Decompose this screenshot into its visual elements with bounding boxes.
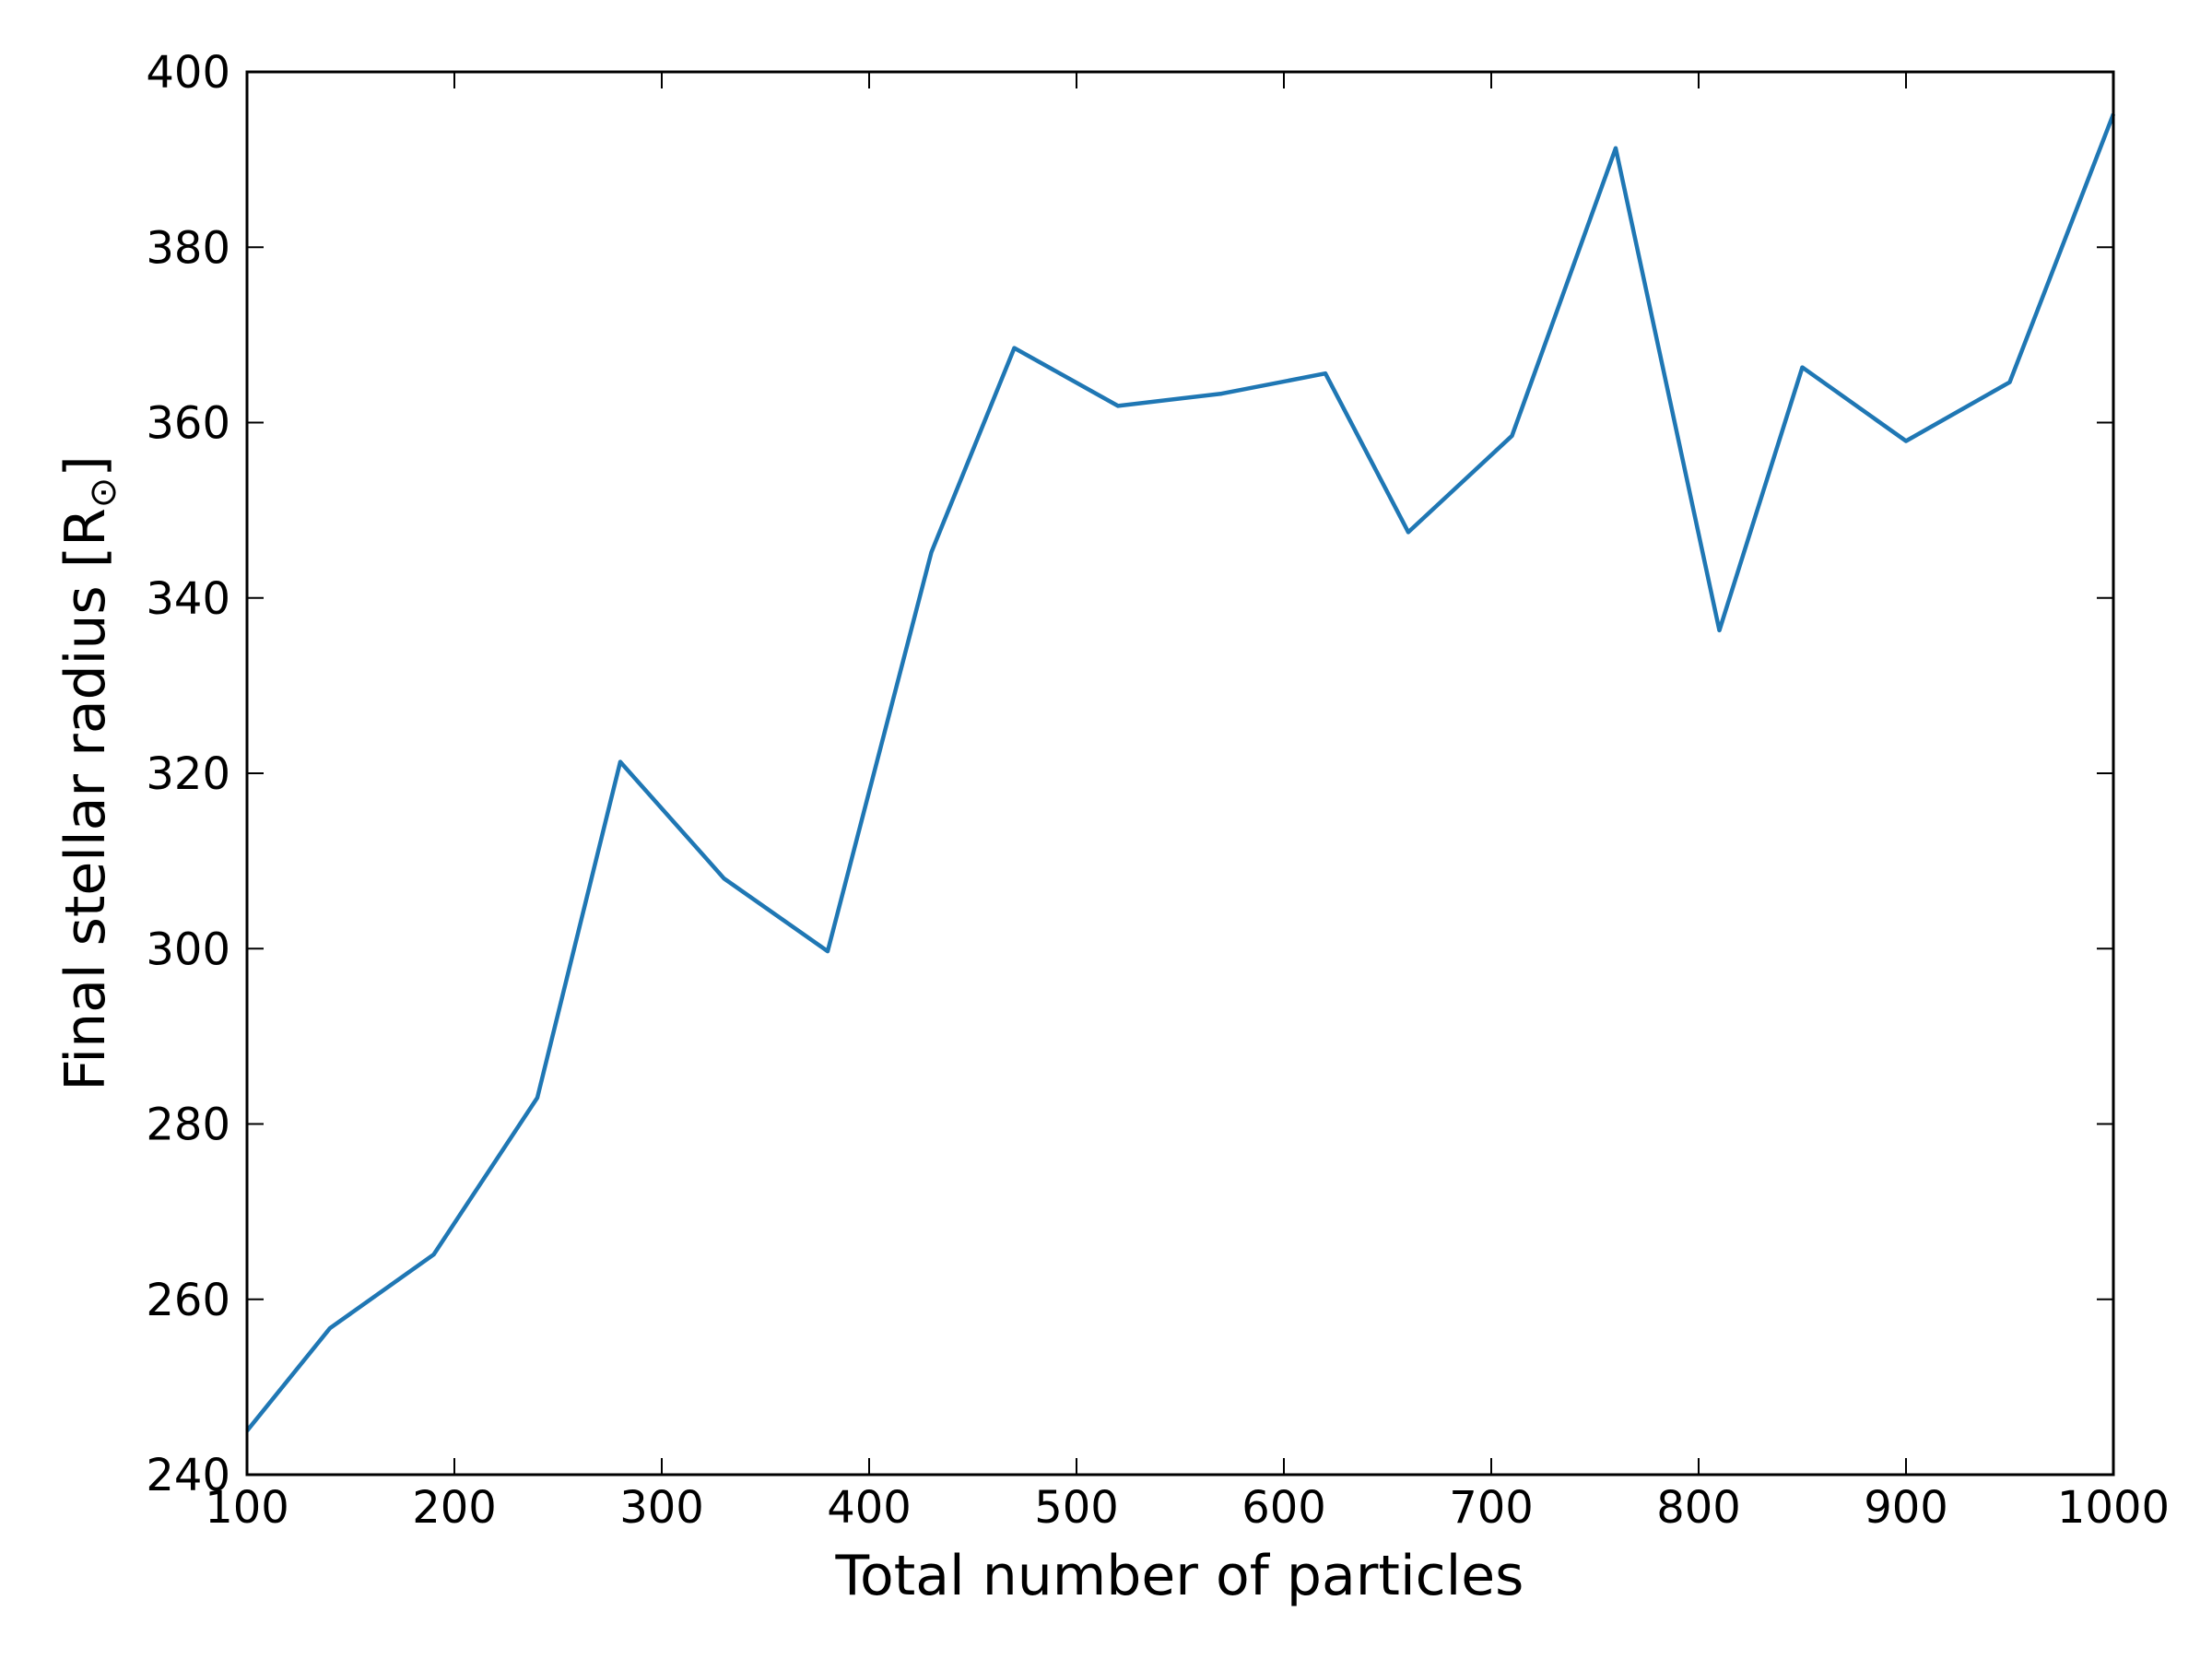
y-axis-title: Final stellar radius [R⊙] xyxy=(53,455,124,1091)
series-line-0 xyxy=(245,112,2116,1432)
x-tick-label-100: 100 xyxy=(205,1482,289,1534)
axis-tick-labels: 100 200 300 400 500 600 700 800 900 1000 240 260 280… xyxy=(146,47,2170,1534)
x-tick-label-700: 700 xyxy=(1449,1482,1534,1534)
y-axis-title-subscript: ⊙ xyxy=(82,477,124,509)
y-tick-label-320: 320 xyxy=(146,748,230,800)
x-axis-title: Total number of particles xyxy=(835,1544,1524,1608)
y-axis-title-main: Final stellar radius [R xyxy=(53,508,118,1091)
x-tick-label-300: 300 xyxy=(619,1482,704,1534)
y-tick-label-380: 380 xyxy=(146,222,230,274)
x-tick-label-200: 200 xyxy=(412,1482,497,1534)
y-tick-label-260: 260 xyxy=(146,1275,230,1326)
data-series xyxy=(245,112,2116,1432)
y-tick-label-360: 360 xyxy=(146,398,230,450)
y-axis-title-close: ] xyxy=(53,455,118,477)
y-tick-label-300: 300 xyxy=(146,924,230,975)
y-tick-label-340: 340 xyxy=(146,573,230,625)
plot-frame xyxy=(245,70,2115,1477)
x-tick-label-500: 500 xyxy=(1034,1482,1119,1534)
x-tick-label-800: 800 xyxy=(1656,1482,1741,1534)
x-tick-label-400: 400 xyxy=(827,1482,912,1534)
y-tick-label-240: 240 xyxy=(146,1450,230,1501)
y-tick-label-400: 400 xyxy=(146,47,230,99)
y-tick-label-280: 280 xyxy=(146,1100,230,1151)
x-tick-label-1000: 1000 xyxy=(2057,1482,2170,1534)
x-tick-label-600: 600 xyxy=(1241,1482,1326,1534)
x-tick-label-900: 900 xyxy=(1864,1482,1948,1534)
